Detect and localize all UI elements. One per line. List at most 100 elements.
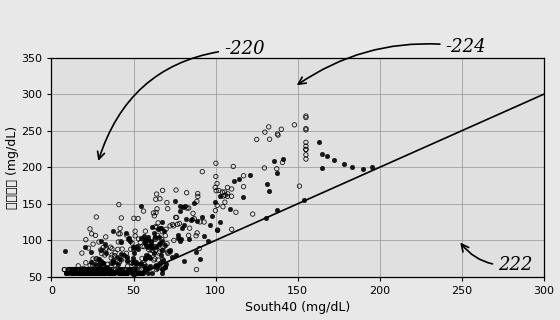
Point: [113, 247, 122, 252]
Point: [143, 234, 152, 239]
Point: [141, 228, 150, 234]
Point: [99, 269, 108, 274]
Point: [129, 255, 138, 260]
Point: [84, 267, 93, 272]
Point: [91, 233, 100, 238]
Point: [112, 268, 121, 273]
Point: [185, 226, 194, 231]
Point: [107, 267, 116, 272]
Point: [79, 267, 88, 272]
Point: [151, 234, 160, 239]
Point: [69, 271, 78, 276]
Point: [81, 271, 90, 276]
Point: [151, 245, 160, 250]
Point: [223, 185, 232, 190]
Point: [139, 264, 148, 269]
Point: [138, 256, 147, 261]
Point: [262, 181, 271, 187]
Point: [192, 250, 201, 255]
Point: [131, 271, 140, 276]
Point: [192, 199, 201, 204]
Point: [278, 160, 287, 165]
Point: [213, 228, 222, 233]
Point: [128, 267, 137, 272]
Point: [101, 245, 110, 251]
Point: [83, 270, 92, 275]
Point: [131, 260, 140, 265]
Point: [122, 251, 131, 256]
Point: [146, 238, 155, 244]
Point: [98, 267, 107, 272]
Point: [110, 271, 119, 276]
Point: [162, 200, 171, 205]
Point: [136, 240, 145, 245]
Point: [82, 267, 91, 272]
Point: [116, 271, 125, 276]
Point: [211, 199, 220, 204]
Point: [150, 251, 158, 256]
Point: [94, 271, 102, 276]
Point: [179, 259, 188, 264]
Point: [239, 173, 248, 178]
Point: [68, 271, 77, 276]
Point: [84, 267, 93, 272]
Point: [81, 245, 90, 250]
Point: [273, 170, 282, 175]
Point: [60, 267, 69, 272]
Point: [199, 233, 208, 238]
Point: [235, 176, 244, 181]
Point: [144, 255, 153, 260]
Point: [123, 236, 132, 241]
Point: [189, 211, 198, 216]
Point: [84, 245, 93, 251]
Point: [68, 271, 77, 276]
Point: [96, 259, 105, 264]
Point: [160, 244, 169, 249]
Point: [273, 207, 282, 212]
Point: [173, 236, 182, 241]
Point: [114, 231, 123, 236]
Point: [98, 269, 107, 274]
Point: [155, 249, 164, 254]
Point: [214, 188, 223, 193]
Point: [162, 241, 171, 246]
Point: [152, 210, 161, 215]
Point: [215, 219, 224, 224]
Point: [279, 156, 288, 162]
Point: [149, 244, 158, 250]
Point: [160, 264, 169, 269]
Point: [99, 271, 108, 276]
Point: [115, 226, 124, 231]
Point: [101, 250, 110, 255]
Point: [115, 271, 124, 276]
Point: [101, 234, 110, 239]
Point: [102, 267, 111, 272]
Point: [91, 267, 100, 272]
Point: [142, 244, 151, 249]
Point: [79, 267, 88, 272]
Point: [81, 271, 90, 276]
Point: [155, 260, 164, 265]
Point: [115, 260, 124, 265]
Point: [188, 217, 197, 222]
Point: [156, 226, 165, 231]
Point: [215, 194, 224, 199]
Point: [73, 271, 82, 276]
Point: [87, 267, 96, 272]
Point: [145, 263, 154, 268]
Point: [108, 229, 117, 234]
Point: [104, 270, 113, 275]
Point: [90, 261, 99, 267]
Point: [119, 267, 128, 272]
Point: [78, 267, 87, 272]
Point: [88, 267, 97, 272]
Point: [105, 267, 114, 272]
Point: [67, 267, 76, 272]
Point: [101, 267, 110, 272]
Point: [130, 246, 139, 251]
Point: [359, 166, 368, 171]
Point: [301, 152, 310, 157]
Point: [172, 253, 181, 258]
Point: [192, 267, 201, 272]
Point: [152, 191, 161, 196]
